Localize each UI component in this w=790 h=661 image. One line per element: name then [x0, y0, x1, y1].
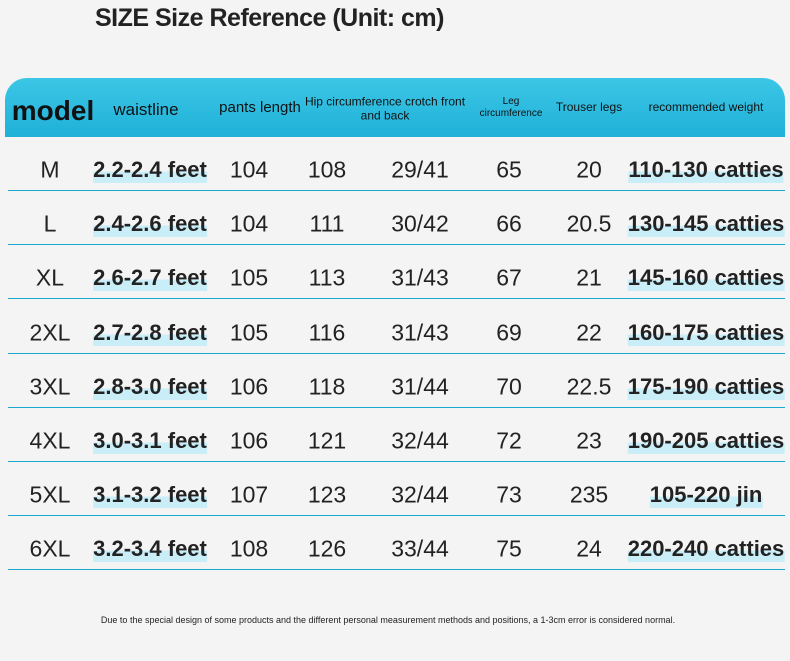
table-cell: 3.2-3.4 feet: [93, 536, 207, 563]
row-divider: [8, 190, 785, 191]
row-divider: [8, 298, 785, 300]
table-cell: 175-190 catties: [627, 373, 785, 400]
table-cell: 30/42: [391, 210, 449, 237]
table-cell: 2.4-2.6 feet: [93, 211, 207, 238]
table-cell: 4XL: [29, 427, 71, 454]
table-cell: 23: [576, 427, 602, 454]
table-cell: 72: [496, 427, 522, 454]
header-band: [5, 78, 785, 137]
table-cell: 73: [496, 481, 522, 508]
table-cell: 110-130 catties: [628, 157, 784, 183]
table-cell: 108: [229, 535, 269, 562]
table-cell: 116: [308, 319, 346, 346]
table-cell: 31/44: [391, 373, 449, 400]
table-cell: 105: [229, 319, 269, 346]
row-divider: [8, 406, 785, 408]
table-cell: 107: [229, 481, 269, 508]
header-cell: Hip circumference crotch front and back: [304, 94, 466, 123]
header-cell: model: [11, 95, 95, 127]
row-divider: [8, 244, 785, 246]
table-cell: 121: [307, 427, 347, 454]
table-cell: 160-175 catties: [627, 319, 785, 346]
table-cell: 190-205 catties: [627, 428, 785, 454]
header-cell: Trouser legs: [555, 99, 623, 114]
table-cell: 104: [229, 156, 269, 183]
table-cell: 31/43: [391, 264, 449, 291]
table-cell: 3.0-3.1 feet: [93, 428, 207, 454]
header-cell: waistline: [113, 99, 179, 119]
title: SIZE Size Reference (Unit: cm): [95, 4, 444, 32]
table-cell: 118: [308, 373, 346, 400]
table-cell: 21: [576, 264, 602, 291]
table-cell: 106: [229, 373, 269, 400]
row-divider: [8, 461, 785, 462]
table-cell: 104: [229, 210, 269, 237]
table-cell: 145-160 catties: [627, 265, 785, 292]
table-cell: 2.6-2.7 feet: [93, 265, 207, 292]
table-cell: 20.5: [566, 210, 612, 237]
table-cell: 111: [309, 210, 345, 237]
table-cell: 220-240 catties: [627, 536, 785, 563]
table-cell: 69: [496, 319, 522, 346]
table-cell: XL: [35, 264, 65, 291]
table-cell: M: [40, 156, 60, 183]
table-cell: 66: [496, 210, 522, 237]
table-cell: 24: [576, 535, 602, 562]
table-cell: 235: [569, 481, 609, 508]
table-cell: 130-145 catties: [627, 211, 785, 238]
table-cell: 5XL: [29, 481, 71, 508]
table-cell: 32/44: [391, 427, 449, 454]
table-cell: 2.8-3.0 feet: [93, 373, 207, 400]
header-cell: Leg circumference: [479, 96, 543, 119]
table-cell: 106: [229, 427, 269, 454]
table-cell: 32/44: [391, 481, 449, 508]
table-cell: 108: [307, 156, 347, 183]
table-cell: 70: [496, 373, 522, 400]
row-divider: [8, 515, 785, 517]
table-cell: 22: [576, 319, 602, 346]
table-cell: 22.5: [566, 373, 612, 400]
table-cell: 2XL: [29, 319, 71, 346]
footnote: Due to the special design of some produc…: [100, 615, 676, 625]
table-cell: 65: [496, 156, 522, 183]
table-cell: 3XL: [29, 373, 71, 400]
table-cell: 2.2-2.4 feet: [93, 157, 207, 183]
table-cell: 3.1-3.2 feet: [93, 482, 207, 509]
table-cell: 105: [229, 264, 269, 291]
header-cell: recommended weight: [648, 99, 764, 114]
table-cell: 105-220 jin: [649, 482, 763, 509]
table-cell: 20: [576, 156, 602, 183]
table-cell: 31/43: [391, 319, 449, 346]
table-cell: 67: [496, 264, 522, 291]
table-cell: 33/44: [391, 535, 449, 562]
table-cell: 126: [307, 535, 347, 562]
header-cell: pants length: [219, 99, 301, 116]
table-cell: 113: [308, 264, 346, 291]
row-divider: [8, 352, 785, 354]
table-cell: 75: [496, 535, 522, 562]
table-cell: L: [43, 210, 57, 237]
table-cell: 29/41: [391, 156, 449, 183]
table-cell: 123: [307, 481, 347, 508]
row-divider: [8, 569, 785, 571]
table-cell: 6XL: [29, 535, 71, 562]
table-cell: 2.7-2.8 feet: [93, 319, 207, 346]
